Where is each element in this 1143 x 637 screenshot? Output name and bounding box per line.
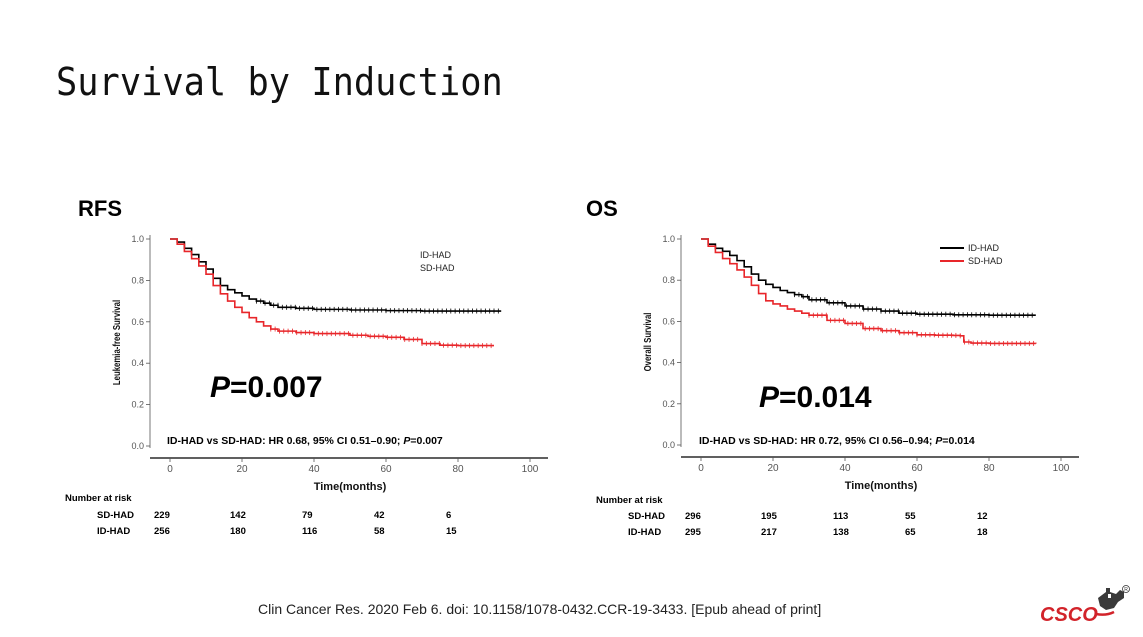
x-tick-label: 20 bbox=[767, 463, 779, 474]
y-tick-label: 0.4 bbox=[131, 358, 144, 368]
stat-summary-p: P bbox=[403, 435, 411, 447]
citation-text: Clin Cancer Res. 2020 Feb 6. doi: 10.115… bbox=[258, 601, 822, 617]
stat-summary-prefix: ID-HAD vs SD-HAD: HR 0.72, 95% CI 0.56–0… bbox=[699, 435, 935, 447]
y-tick-label: 0.8 bbox=[131, 275, 144, 285]
risk-value: 295 bbox=[685, 527, 702, 538]
x-tick-label: 80 bbox=[452, 464, 464, 475]
x-tick-label: 60 bbox=[911, 463, 923, 474]
risk-value: 296 bbox=[685, 511, 701, 522]
great-wall-icon: R bbox=[1098, 585, 1130, 610]
stat-summary-prefix: ID-HAD vs SD-HAD: HR 0.68, 95% CI 0.51–0… bbox=[167, 435, 403, 447]
x-axis-label: Time(months) bbox=[845, 480, 918, 492]
legend-label-id-had: ID-HAD bbox=[968, 243, 999, 253]
x-tick-label: 40 bbox=[308, 464, 320, 475]
p-value-number: =0.007 bbox=[230, 371, 323, 404]
risk-row-label: SD-HAD bbox=[97, 510, 134, 521]
risk-value: 58 bbox=[374, 526, 385, 537]
legend-label-sd-had: SD-HAD bbox=[420, 263, 455, 273]
risk-value: 65 bbox=[905, 527, 916, 538]
y-tick-label: 0.0 bbox=[662, 440, 675, 450]
risk-table-header: Number at risk bbox=[596, 495, 663, 506]
legend-label-id-had: ID-HAD bbox=[420, 250, 451, 260]
logo-text: CSCO bbox=[1040, 604, 1098, 626]
risk-value: 195 bbox=[761, 511, 778, 522]
y-tick-label: 0.2 bbox=[662, 399, 675, 409]
risk-value: 256 bbox=[154, 526, 170, 537]
risk-row-label: ID-HAD bbox=[97, 526, 130, 537]
y-tick-label: 0.6 bbox=[662, 316, 675, 326]
stat-summary-p: P bbox=[935, 435, 943, 447]
rfs-chart: 0.0 0.2 0.4 0.6 0.8 1.0 0 20 40 60 80 100 Time(month… bbox=[65, 234, 548, 537]
csco-logo: R CSCO bbox=[1040, 585, 1130, 626]
risk-value: 55 bbox=[905, 511, 916, 522]
legend-label-sd-had: SD-HAD bbox=[968, 256, 1003, 266]
censor-marks-sd-had bbox=[270, 326, 492, 349]
stat-summary-suffix: =0.007 bbox=[410, 435, 443, 447]
chart-body: 0.0 0.2 0.4 0.6 0.8 1.0 0 20 40 60 80 100 Time(month… bbox=[65, 234, 548, 537]
risk-value: 138 bbox=[833, 527, 849, 538]
risk-value: 142 bbox=[230, 510, 246, 521]
x-tick-label: 100 bbox=[522, 464, 539, 475]
survival-curve-sd-had bbox=[170, 238, 494, 347]
os-chart: 0.0 0.2 0.4 0.6 0.8 1.0 0 20 40 60 80 100 Time(month… bbox=[596, 234, 1079, 538]
y-tick-label: 0.4 bbox=[662, 358, 675, 368]
risk-row-label: ID-HAD bbox=[628, 527, 661, 538]
y-axis-label: Leukemia-free Survival bbox=[111, 300, 122, 385]
risk-value: 79 bbox=[302, 510, 313, 521]
risk-value: 15 bbox=[446, 526, 457, 537]
x-tick-label: 20 bbox=[236, 464, 248, 475]
risk-value: 42 bbox=[374, 510, 385, 521]
y-tick-label: 1.0 bbox=[662, 234, 675, 244]
x-tick-label: 40 bbox=[839, 463, 851, 474]
risk-value: 6 bbox=[446, 510, 451, 521]
risk-table-header: Number at risk bbox=[65, 493, 132, 504]
censor-marks-sd-had bbox=[808, 312, 1035, 346]
slide-title: Survival by Induction bbox=[56, 60, 503, 104]
risk-value: 180 bbox=[230, 526, 246, 537]
p-value-number: =0.014 bbox=[779, 381, 872, 414]
risk-row-label: SD-HAD bbox=[628, 511, 665, 522]
censor-marks-id-had bbox=[255, 298, 499, 314]
y-tick-label: 0.2 bbox=[131, 400, 144, 410]
rfs-panel-label: RFS bbox=[78, 196, 122, 221]
x-tick-label: 80 bbox=[983, 463, 995, 474]
risk-value: 229 bbox=[154, 510, 170, 521]
x-tick-label: 0 bbox=[167, 464, 173, 475]
risk-value: 12 bbox=[977, 511, 988, 522]
y-tick-label: 0.8 bbox=[662, 275, 675, 285]
p-value-symbol: P bbox=[210, 371, 231, 404]
y-tick-label: 0.0 bbox=[131, 441, 144, 451]
stat-summary-suffix: =0.014 bbox=[942, 435, 975, 447]
censor-marks-id-had bbox=[794, 292, 1033, 318]
y-tick-label: 0.6 bbox=[131, 317, 144, 327]
x-tick-label: 100 bbox=[1053, 463, 1070, 474]
x-tick-label: 0 bbox=[698, 463, 704, 474]
svg-text:R: R bbox=[1124, 587, 1128, 593]
stat-summary: ID-HAD vs SD-HAD: HR 0.72, 95% CI 0.56–0… bbox=[699, 435, 975, 447]
chart-body: 0.0 0.2 0.4 0.6 0.8 1.0 0 20 40 60 80 100 Time(month… bbox=[596, 234, 1079, 538]
risk-value: 217 bbox=[761, 527, 777, 538]
y-axis-label: Overall Survival bbox=[642, 313, 653, 372]
p-value-symbol: P bbox=[759, 381, 780, 414]
citation: Clin Cancer Res. 2020 Feb 6. doi: 10.115… bbox=[258, 601, 821, 617]
survival-curve-id-had bbox=[170, 238, 502, 312]
stat-summary: ID-HAD vs SD-HAD: HR 0.68, 95% CI 0.51–0… bbox=[167, 435, 443, 447]
p-value-label: P=0.007 bbox=[210, 371, 323, 404]
x-tick-label: 60 bbox=[380, 464, 392, 475]
survival-curve-sd-had bbox=[701, 238, 1037, 345]
x-axis-label: Time(months) bbox=[314, 481, 387, 493]
risk-value: 113 bbox=[833, 511, 848, 522]
risk-value: 18 bbox=[977, 527, 988, 538]
y-tick-label: 1.0 bbox=[131, 234, 144, 244]
risk-value: 116 bbox=[302, 526, 317, 537]
os-panel-label: OS bbox=[586, 196, 618, 221]
p-value-label: P=0.014 bbox=[759, 381, 872, 414]
survival-curve-id-had bbox=[701, 238, 1036, 317]
